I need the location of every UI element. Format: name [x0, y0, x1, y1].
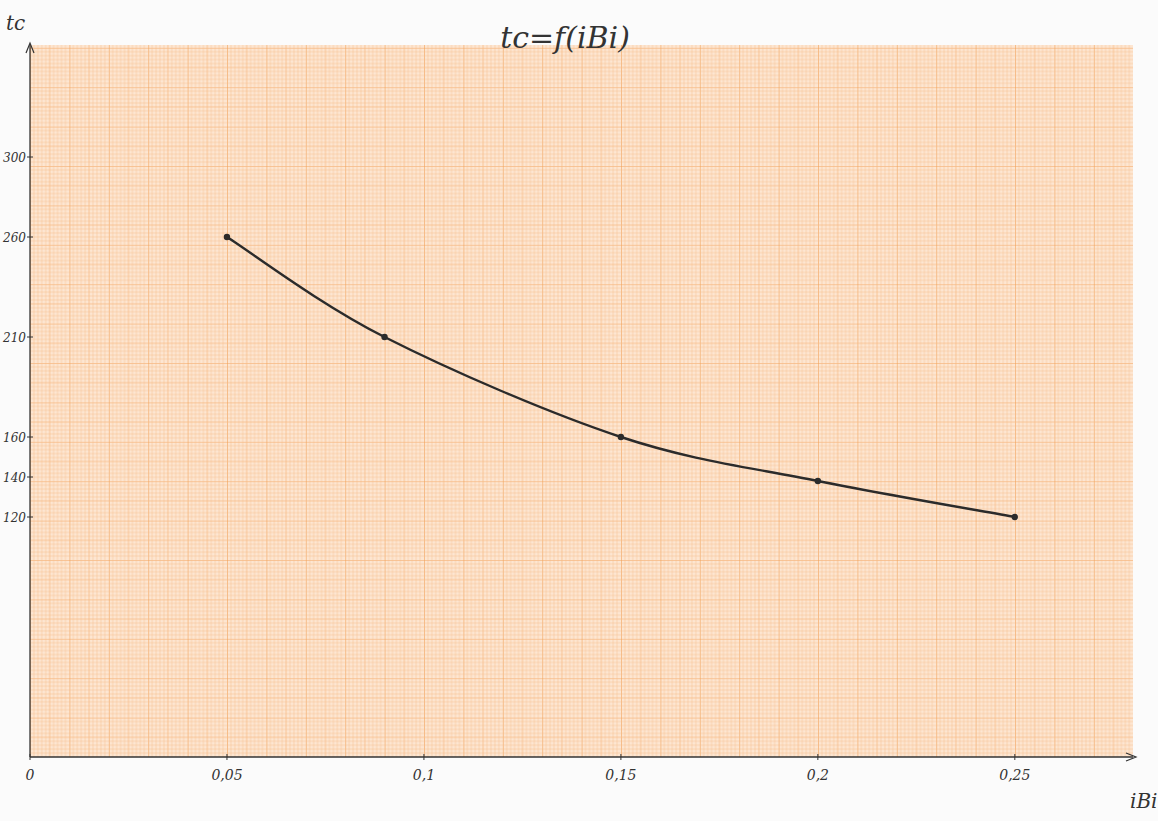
title: tc=f(iBi): [500, 20, 630, 55]
y-tick: [27, 237, 33, 238]
curve: [227, 237, 1015, 517]
y-axis: [29, 45, 30, 757]
x-tick: [423, 754, 424, 760]
point: [381, 334, 387, 340]
y-tick-label: 140: [3, 471, 26, 485]
x-tick-label: 0: [26, 767, 35, 783]
y-tick: [27, 337, 33, 338]
point: [224, 234, 230, 240]
y-tick: [27, 157, 33, 158]
y-tick-label: 300: [3, 151, 26, 165]
x-axis: [30, 756, 1133, 757]
y-arrow: [26, 43, 34, 53]
plot-area: [224, 234, 1018, 520]
chart: 0 0,05 0,1 0,15 0,2 0,25 120 140 160 210 260 300 tc i…: [0, 0, 1158, 821]
x-tick-label: 0,15: [605, 767, 636, 783]
x-tick: [620, 754, 621, 760]
x-tick: [1014, 754, 1015, 760]
point: [1012, 514, 1018, 520]
y-axis-label: tc: [6, 11, 25, 35]
x-tick-label: 0,1: [413, 767, 435, 783]
y-tick-label: 160: [3, 431, 26, 445]
point: [815, 478, 821, 484]
y-tick: [27, 437, 33, 438]
y-tick-label: 210: [2, 331, 26, 345]
y-tick-label: 120: [3, 511, 26, 525]
y-tick: [27, 517, 33, 518]
x-tick-label: 0,2: [807, 767, 829, 783]
x-tick-label: 0,05: [211, 767, 242, 783]
x-axis-label: iBi: [1130, 789, 1158, 813]
grid: [30, 45, 1133, 757]
x-tick: [226, 754, 227, 760]
y-tick: [27, 477, 33, 478]
point: [618, 434, 624, 440]
x-tick: [30, 754, 31, 760]
x-tick: [817, 754, 818, 760]
y-tick-label: 260: [2, 231, 26, 245]
x-arrow: [1126, 753, 1136, 761]
x-tick-label: 0,25: [999, 767, 1030, 783]
